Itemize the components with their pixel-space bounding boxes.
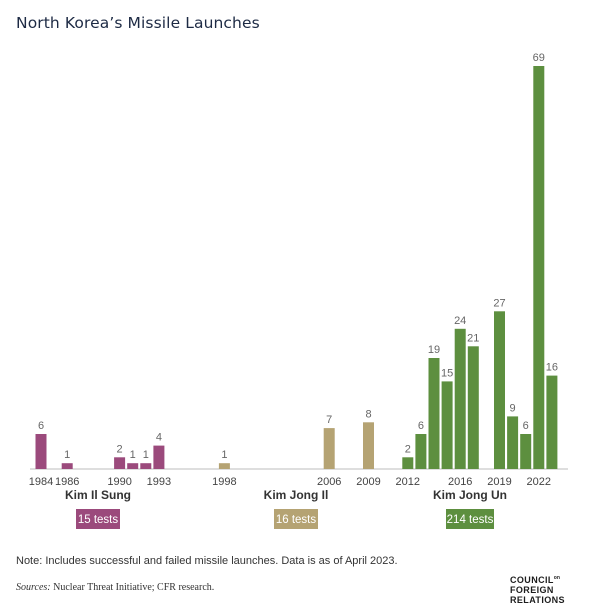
cfr-logo: COUNCILon FOREIGN RELATIONS [510, 573, 590, 605]
bar-1986 [61, 463, 73, 469]
logo-line-council: COUNCIL [510, 575, 554, 585]
bar-2022 [533, 66, 545, 469]
x-tick-2012: 2012 [396, 476, 420, 488]
bar-value-label-1990: 2 [117, 443, 123, 455]
logo-line-relations: RELATIONS [510, 595, 565, 605]
bar-value-label-1986: 1 [64, 449, 70, 461]
bar-value-label-2017: 21 [467, 332, 479, 344]
bar-value-label-2013: 6 [418, 420, 424, 432]
x-tick-2016: 2016 [448, 476, 472, 488]
bar-value-label-1993: 4 [156, 432, 162, 444]
sources-text: Nuclear Threat Initiative; CFR research. [53, 582, 215, 593]
bar-2019 [494, 311, 505, 469]
bar-value-label-2021: 6 [523, 420, 529, 432]
bar-value-label-2020: 9 [510, 402, 516, 414]
era-badge-text-kim-jong-il: 16 tests [276, 514, 317, 526]
x-axis-ticks: 1984 1986 1990 1993 1998 2006 2009 2012 2016 2019… [29, 476, 551, 488]
era-leader-kim-il-sung: Kim Il Sung [65, 488, 131, 502]
era-badge-kim-jong-il [274, 509, 318, 529]
x-tick-2006: 2006 [317, 476, 341, 488]
bar-value-label-2023: 16 [546, 362, 558, 374]
chart-note: Note: Includes successful and failed mis… [16, 555, 398, 567]
bar-value-label-2012: 2 [405, 443, 411, 455]
bars-group [35, 66, 558, 469]
x-tick-1984: 1984 [29, 476, 53, 488]
bar-value-label-2014: 19 [428, 344, 440, 356]
bar-value-label-2009: 8 [365, 408, 371, 420]
bar-2021 [520, 434, 532, 469]
x-tick-1998: 1998 [212, 476, 236, 488]
bar-2017 [467, 346, 479, 469]
bar-1990 [114, 457, 126, 469]
bar-2009 [363, 422, 374, 469]
bar-value-label-2006: 7 [326, 414, 332, 426]
era-badge-kim-jong-un [446, 509, 494, 529]
bar-1991 [127, 463, 139, 469]
bar-value-label-1984: 6 [38, 420, 44, 432]
logo-line-on: on [553, 575, 560, 581]
bar-2020 [507, 416, 519, 469]
era-leader-kim-jong-un: Kim Jong Un [433, 488, 507, 502]
bar-value-label-1998: 1 [221, 449, 227, 461]
bar-value-label-2015: 15 [441, 367, 453, 379]
bar-value-label-2022: 69 [533, 52, 545, 64]
bar-2023 [546, 375, 558, 469]
bar-2006 [323, 428, 335, 469]
bar-2013 [415, 434, 427, 469]
era-badge-text-kim-il-sung: 15 tests [78, 514, 119, 526]
bar-value-label-2019: 27 [493, 297, 505, 309]
bar-2014 [428, 358, 440, 469]
leader-eras: Kim Il Sung 15 tests Kim Jong Il 16 tests Ki… [65, 488, 507, 529]
sources-label: Sources: [16, 582, 51, 593]
bar-1992 [140, 463, 152, 469]
bar-1993 [153, 445, 165, 469]
chart-title: North Korea’s Missile Launches [16, 14, 260, 32]
bar-2016 [454, 328, 466, 469]
logo-line-foreign: FOREIGN [510, 585, 554, 595]
era-leader-kim-jong-il: Kim Jong Il [264, 488, 329, 502]
bar-value-label-1991: 1 [130, 449, 136, 461]
x-tick-1990: 1990 [107, 476, 131, 488]
bar-value-label-1992: 1 [143, 449, 149, 461]
bar-2015 [441, 381, 453, 469]
era-badge-text-kim-jong-un: 214 tests [447, 514, 494, 526]
x-tick-2019: 2019 [487, 476, 511, 488]
era-badge-kim-il-sung [76, 509, 120, 529]
x-tick-2009: 2009 [356, 476, 380, 488]
bar-value-label-2016: 24 [454, 315, 466, 327]
bar-2012 [402, 457, 414, 469]
x-tick-1986: 1986 [55, 476, 79, 488]
x-tick-1993: 1993 [147, 476, 171, 488]
bar-1998 [218, 463, 230, 469]
bar-1984 [35, 434, 47, 469]
chart-sources: Sources: Nuclear Threat Initiative; CFR … [16, 582, 214, 593]
x-tick-2022: 2022 [527, 476, 551, 488]
